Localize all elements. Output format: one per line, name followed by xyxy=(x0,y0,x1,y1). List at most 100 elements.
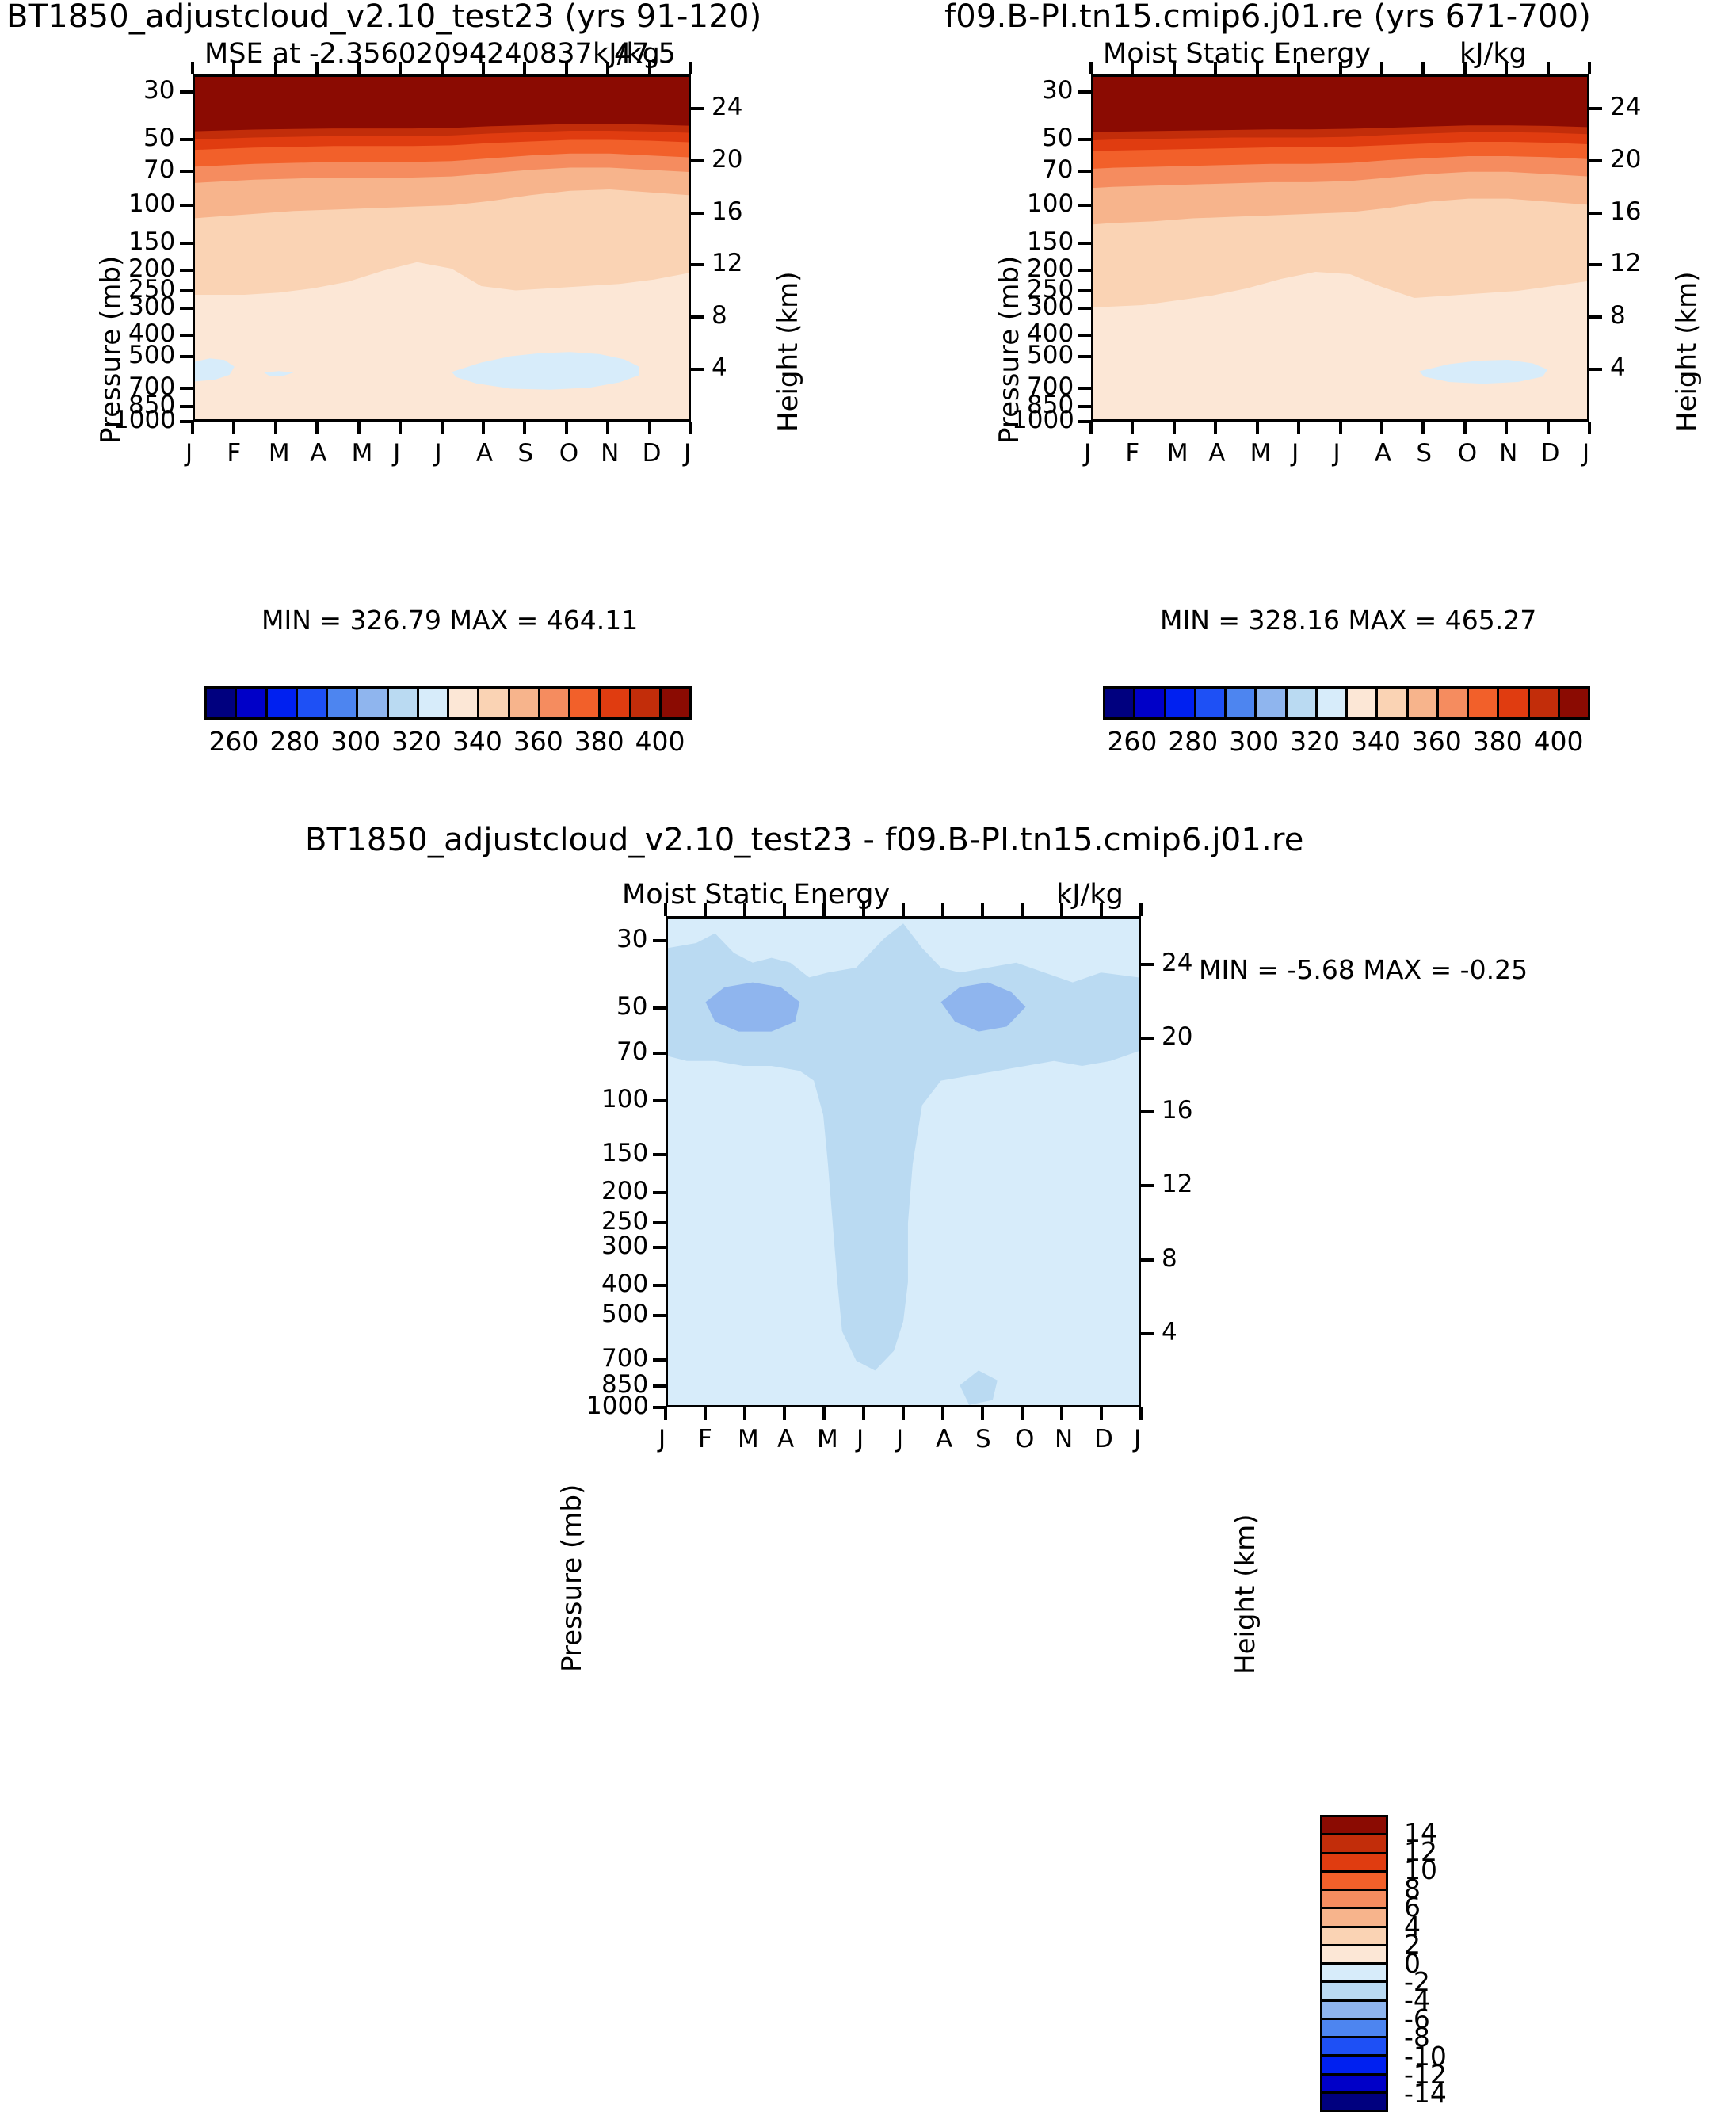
month-label: N xyxy=(1055,1425,1074,1453)
height-tick-label: 4 xyxy=(1162,1317,1177,1346)
pressure-tick-label: 250 xyxy=(601,1207,649,1236)
colorbar-label: -14 xyxy=(1404,2077,1447,2109)
colorbar-swatch xyxy=(1287,689,1318,717)
month-tick-top xyxy=(1214,62,1218,74)
colorbar-labels-top-left: 260 280 300 320 340 360 380 400 xyxy=(204,726,692,758)
colorbar-swatch xyxy=(1322,1946,1386,1965)
month-label: J xyxy=(393,439,401,468)
pressure-tick-label: 400 xyxy=(601,1269,649,1298)
colorbar-label: 300 xyxy=(330,726,381,757)
pressure-tick-label: 30 xyxy=(1042,75,1074,105)
month-tick-bottom xyxy=(1505,422,1509,434)
month-tick-top xyxy=(1131,62,1135,74)
month-label: J xyxy=(1084,439,1092,468)
pressure-tick xyxy=(180,170,193,174)
height-tick-label: 8 xyxy=(1610,301,1626,330)
height-tick-label: 24 xyxy=(712,92,743,121)
colorbar-swatch xyxy=(1322,2001,1386,2020)
month-tick-top xyxy=(481,62,485,74)
pressure-tick-label: 500 xyxy=(601,1299,649,1328)
month-label: S xyxy=(517,439,534,468)
pressure-tick-label: 100 xyxy=(128,189,176,218)
height-tick xyxy=(1589,158,1602,162)
month-tick-top xyxy=(1379,62,1383,74)
colorbar-swatch xyxy=(1438,689,1469,717)
month-tick-top xyxy=(689,62,692,74)
month-tick-top xyxy=(606,62,610,74)
colorbar-swatch xyxy=(479,689,510,717)
pressure-tick-label: 850 xyxy=(1027,390,1074,419)
pressure-tick-label: 1000 xyxy=(586,1392,649,1420)
colorbar-swatch xyxy=(328,689,359,717)
month-label: O xyxy=(1457,439,1478,468)
month-label: F xyxy=(227,439,242,468)
pressure-tick xyxy=(1078,386,1091,390)
month-label: J xyxy=(185,439,193,468)
pressure-tick-label: 70 xyxy=(143,155,175,185)
colorbar-label: 280 xyxy=(269,726,320,757)
height-tick-label: 12 xyxy=(1162,1170,1193,1199)
height-tick xyxy=(1589,106,1602,110)
month-label: D xyxy=(642,439,662,468)
height-tick xyxy=(1141,1036,1154,1040)
pressure-tick xyxy=(1078,138,1091,142)
month-label: J xyxy=(1582,439,1590,468)
pressure-tick xyxy=(180,307,193,311)
pressure-tick-label: 150 xyxy=(1027,227,1074,256)
pressure-tick xyxy=(1078,203,1091,207)
month-tick-bottom xyxy=(647,422,651,434)
pressure-tick xyxy=(180,334,193,338)
pressure-tick xyxy=(180,241,193,245)
pressure-tick-label: 300 xyxy=(1027,292,1074,322)
month-label: O xyxy=(559,439,579,468)
colorbar-swatch xyxy=(509,689,540,717)
pressure-tick xyxy=(653,1384,666,1388)
month-tick-bottom xyxy=(1421,422,1425,434)
colorbar-swatch xyxy=(1322,1983,1386,2002)
contour-field-top-left xyxy=(195,77,689,419)
height-tick xyxy=(691,315,704,319)
pressure-tick-label: 400 xyxy=(1027,319,1074,349)
month-label: J xyxy=(684,439,692,468)
month-label: A xyxy=(310,439,327,468)
month-tick-top xyxy=(1060,903,1063,916)
height-tick-label: 20 xyxy=(1610,144,1642,174)
colorbar-label: 360 xyxy=(1411,726,1462,757)
month-tick-bottom xyxy=(357,422,361,434)
month-tick-bottom xyxy=(564,422,568,434)
pressure-tick xyxy=(1078,241,1091,245)
pressure-tick xyxy=(653,1153,666,1157)
month-tick-top xyxy=(191,62,194,74)
month-tick-top xyxy=(1546,62,1550,74)
colorbar-swatch xyxy=(1322,1817,1386,1836)
colorbar-label: 400 xyxy=(1533,726,1584,757)
month-tick-bottom xyxy=(704,1407,707,1420)
month-label: M xyxy=(738,1425,759,1453)
panel-bottom-minmax: MIN = -5.68 MAX = -0.25 xyxy=(1199,954,1528,985)
pressure-tick xyxy=(653,1191,666,1195)
colorbar-swatch xyxy=(1322,1872,1386,1891)
month-tick-bottom xyxy=(689,422,692,434)
month-tick-top xyxy=(664,903,667,916)
pressure-tick xyxy=(653,1098,666,1102)
pressure-tick xyxy=(653,938,666,942)
month-label: A xyxy=(936,1425,953,1453)
pressure-tick xyxy=(1078,404,1091,408)
colorbar-swatch xyxy=(267,689,298,717)
month-tick-bottom xyxy=(822,1407,826,1420)
colorbar-swatch xyxy=(358,689,389,717)
panel-bottom-subtitle-right: kJ/kg xyxy=(1056,879,1124,911)
colorbar-swatch xyxy=(1135,689,1166,717)
month-tick-bottom xyxy=(1255,422,1259,434)
pressure-tick xyxy=(653,1052,666,1056)
pressure-tick-label: 500 xyxy=(1027,340,1074,369)
month-tick-bottom xyxy=(440,422,444,434)
month-label: F xyxy=(698,1425,712,1453)
panel-top-right-title: f09.B-PI.tn15.cmip6.j01.re (yrs 671-700) xyxy=(944,0,1592,35)
colorbar-swatch xyxy=(1322,2019,1386,2038)
pressure-tick xyxy=(180,268,193,272)
height-tick xyxy=(691,368,704,372)
pressure-tick-label: 30 xyxy=(143,75,175,105)
panel-top-right-subtitle-left: Moist Static Energy xyxy=(1103,38,1372,70)
month-label: O xyxy=(1015,1425,1035,1453)
